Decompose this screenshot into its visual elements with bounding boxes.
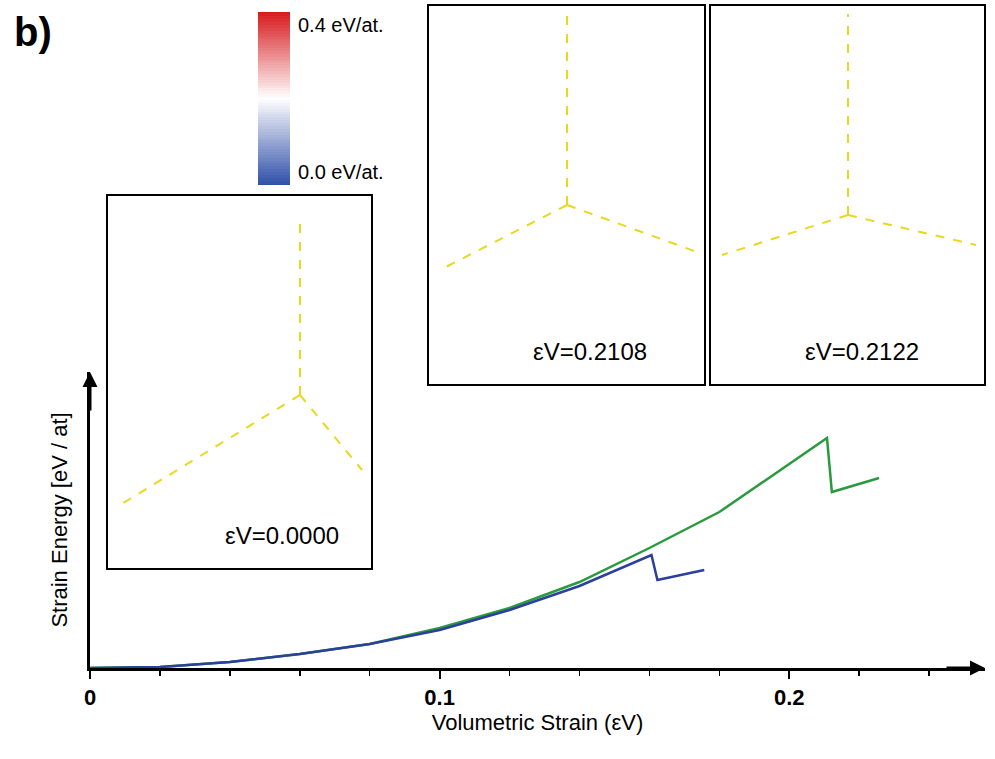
svg-text:Volumetric Strain (εV): Volumetric Strain (εV): [432, 710, 644, 735]
svg-text:b): b): [14, 10, 52, 54]
svg-text:0.0 eV/at.: 0.0 eV/at.: [298, 161, 384, 183]
svg-text:0.1: 0.1: [424, 685, 455, 710]
svg-text:εV=0.0000: εV=0.0000: [225, 522, 339, 549]
svg-text:0.2: 0.2: [774, 685, 805, 710]
svg-text:Strain Energy [eV / at]: Strain Energy [eV / at]: [47, 412, 72, 627]
svg-text:0: 0: [84, 685, 96, 710]
svg-text:0.4 eV/at.: 0.4 eV/at.: [298, 14, 384, 36]
svg-text:εV=0.2108: εV=0.2108: [533, 338, 647, 365]
svg-text:εV=0.2122: εV=0.2122: [805, 338, 919, 365]
